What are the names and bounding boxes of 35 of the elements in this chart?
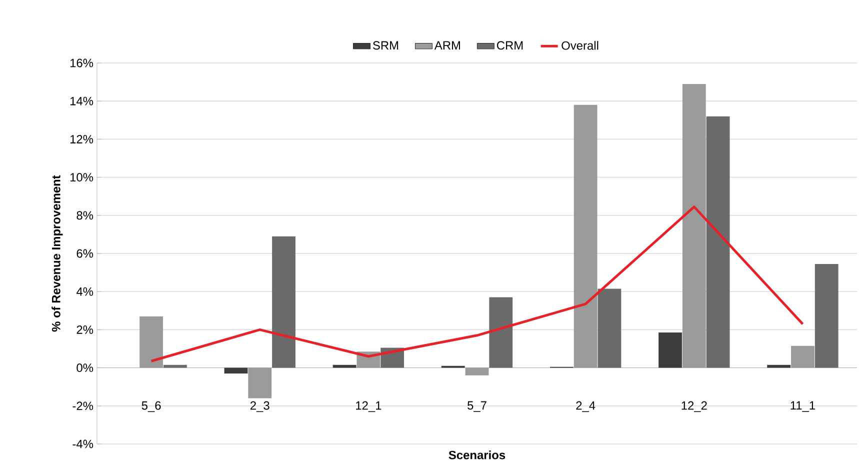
bar bbox=[489, 297, 513, 368]
bar bbox=[598, 288, 622, 368]
x-tick-label: 12_1 bbox=[356, 401, 382, 412]
y-tick-label: 14% bbox=[70, 96, 94, 106]
bar bbox=[706, 116, 730, 368]
bar bbox=[272, 236, 296, 368]
legend-label: ARM bbox=[434, 41, 460, 50]
bar bbox=[163, 364, 187, 368]
y-tick-label: -2% bbox=[72, 402, 94, 410]
x-tick-label: 12_2 bbox=[682, 401, 707, 412]
y-tick-label: 12% bbox=[70, 134, 94, 144]
y-axis-title: % of Revenue Improvement bbox=[52, 175, 63, 332]
line-series bbox=[150, 206, 804, 362]
bar bbox=[224, 368, 248, 374]
x-tick-label: 5_6 bbox=[142, 401, 161, 412]
y-tick-label: 4% bbox=[76, 287, 94, 296]
bar bbox=[658, 332, 682, 368]
legend-label: SRM bbox=[373, 41, 398, 50]
y-tick-label: 16% bbox=[70, 58, 94, 68]
x-tick-label: 11_1 bbox=[790, 401, 815, 412]
bar bbox=[767, 364, 791, 368]
x-axis-title: Scenarios bbox=[448, 450, 506, 460]
y-tick-label: 6% bbox=[76, 249, 94, 258]
bar bbox=[814, 264, 838, 368]
legend-label: Overall bbox=[562, 41, 598, 50]
x-tick-label: 2_4 bbox=[576, 401, 596, 412]
y-tick-label: 0% bbox=[76, 364, 94, 372]
bar bbox=[332, 364, 356, 368]
x-tick-label: 2_3 bbox=[250, 401, 270, 412]
y-tick-label: 2% bbox=[76, 325, 94, 334]
y-tick-label: 8% bbox=[76, 211, 94, 220]
legend-label: CRM bbox=[496, 41, 523, 50]
y-tick-label: 10% bbox=[70, 173, 94, 182]
x-tick-label: 5_7 bbox=[468, 401, 486, 412]
y-tick-label: -4% bbox=[72, 440, 94, 448]
